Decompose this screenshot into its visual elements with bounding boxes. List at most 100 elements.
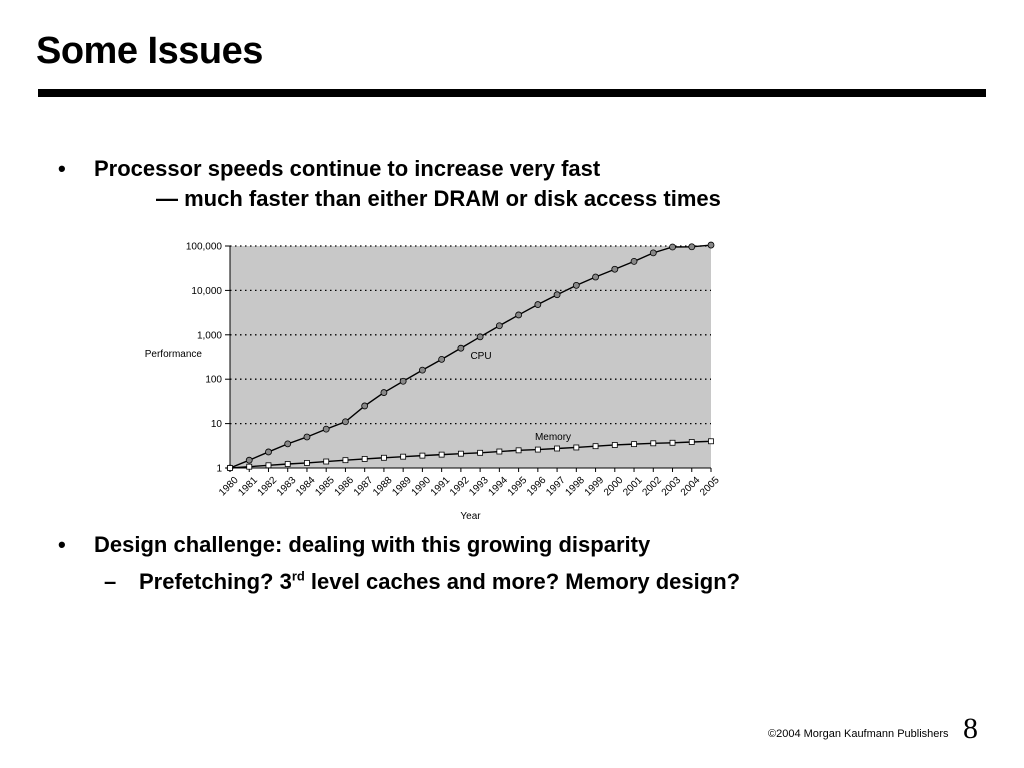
cpu-point [342, 418, 349, 426]
x-tick-label: 2003 [660, 475, 684, 499]
memory-point [246, 463, 253, 470]
x-tick-label: 1984 [294, 475, 318, 499]
cpu-point [476, 333, 484, 341]
x-tick-label: 1981 [236, 475, 260, 499]
memory-point [361, 456, 368, 462]
memory-point [573, 444, 580, 451]
memory-point [650, 440, 657, 447]
memory-point [688, 439, 695, 445]
cpu-point [438, 355, 446, 363]
cpu-point [495, 322, 503, 330]
memory-point [323, 458, 330, 465]
memory-point [592, 443, 599, 450]
y-tick-label: 1,000 [197, 330, 222, 341]
x-tick-label: 1980 [217, 475, 241, 499]
cpu-point [611, 265, 619, 273]
y-tick-label: 10,000 [191, 286, 222, 297]
x-tick-label: 1983 [275, 475, 299, 499]
cpu-point [707, 241, 715, 249]
memory-series-label: Memory [535, 432, 571, 443]
copyright-text: 2004 Morgan Kaufmann Publishers [776, 728, 949, 740]
cpu-point [457, 344, 465, 352]
memory-point [400, 453, 407, 460]
cpu-point [669, 243, 676, 251]
memory-line [229, 440, 712, 469]
x-tick-label: 1987 [352, 475, 376, 499]
cpu-point [303, 433, 311, 441]
sub-bullet-text-start: Prefetching? 3 [139, 569, 292, 594]
memory-point [342, 457, 349, 464]
x-tick-label: 1995 [506, 475, 530, 499]
cpu-point [592, 273, 599, 281]
cpu-series-label: CPU [470, 351, 491, 362]
memory-point [631, 441, 637, 448]
memory-point [419, 452, 426, 459]
sub-bullet-superscript: rd [291, 568, 305, 584]
bullet-mark: • [58, 156, 66, 181]
x-tick-label: 1994 [486, 475, 510, 499]
sub-bullet-mark: – [104, 569, 117, 594]
plot-area [230, 246, 711, 468]
x-tick-label: 1985 [313, 475, 337, 499]
cpu-point [553, 291, 561, 299]
footer-copyright: ©2004 Morgan Kaufmann Publishers [768, 728, 949, 740]
memory-point [669, 439, 676, 446]
x-tick-label: 1991 [429, 475, 453, 499]
cpu-point [361, 402, 369, 410]
cpu-point [399, 377, 407, 385]
x-tick-label: 1986 [333, 475, 357, 499]
x-tick-label: 2005 [698, 475, 722, 499]
memory-point [304, 460, 310, 466]
x-axis-title: Year [460, 511, 481, 522]
memory-point [227, 465, 233, 471]
bullet-1-continuation-text: — much faster than either DRAM or disk a… [156, 186, 721, 211]
memory-point [265, 462, 272, 469]
cpu-point [284, 440, 292, 448]
page-number: 8 [963, 712, 978, 745]
cpu-point [515, 311, 522, 319]
cpu-point [688, 243, 696, 251]
memory-point [457, 450, 464, 457]
memory-point [708, 438, 714, 445]
bullet-1-text: Processor speeds continue to increase ve… [94, 156, 601, 181]
x-tick-label: 1996 [525, 475, 549, 499]
x-tick-label: 1992 [448, 475, 472, 499]
bullet-2-text: Design challenge: dealing with this grow… [94, 532, 651, 557]
x-tick-label: 1997 [544, 475, 568, 499]
memory-point [284, 461, 291, 467]
memory-point [534, 446, 541, 453]
bullet-mark: • [58, 532, 66, 557]
cpu-line [229, 244, 712, 469]
cpu-point [380, 389, 388, 396]
memory-point [611, 442, 618, 448]
memory-point [381, 454, 387, 461]
slide-title: Some Issues [36, 30, 263, 72]
sub-bullet-text-end: level caches and more? Memory design? [304, 569, 741, 594]
cpu-point [265, 448, 272, 456]
cpu-point [630, 257, 638, 265]
x-tick-label: 1998 [563, 475, 587, 499]
sub-bullet-text: Prefetching? 3rd level caches and more? … [139, 567, 740, 597]
cpu-point [534, 301, 542, 308]
memory-point [477, 449, 484, 456]
cpu-point [226, 464, 234, 472]
memory-point [515, 447, 522, 454]
y-tick-label: 100,000 [186, 242, 223, 253]
cpu-point [649, 249, 657, 257]
memory-point [438, 451, 445, 458]
title-rule [38, 89, 986, 97]
y-axis-title: Performance [145, 349, 203, 360]
memory-point [496, 448, 503, 455]
x-tick-label: 2001 [621, 475, 645, 499]
memory-point [554, 445, 560, 452]
x-tick-label: 1993 [467, 475, 491, 499]
y-tick-label: 100 [205, 375, 222, 386]
x-tick-label: 2002 [640, 475, 664, 499]
x-tick-label: 1990 [410, 475, 434, 499]
cpu-point [322, 425, 330, 433]
y-tick-label: 1 [216, 464, 222, 475]
cpu-point [418, 366, 426, 374]
x-tick-label: 1989 [390, 475, 414, 499]
